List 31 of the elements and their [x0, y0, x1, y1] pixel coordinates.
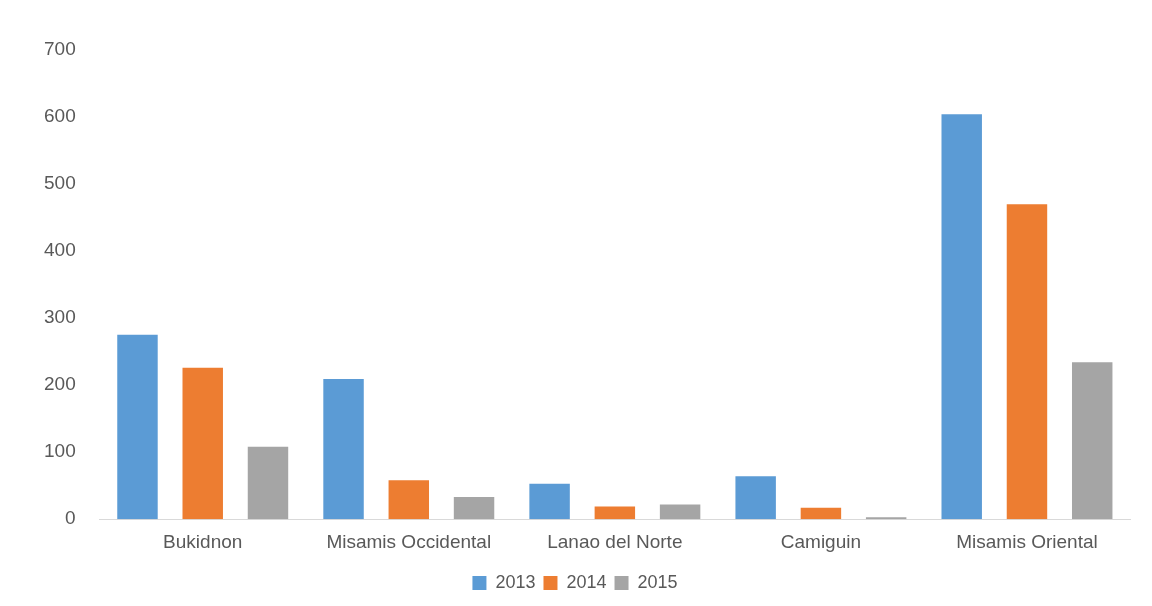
bar [659, 504, 701, 520]
y-tick-label: 100 [44, 440, 76, 462]
bar [529, 483, 570, 520]
bar [800, 507, 842, 520]
y-tick-label: 600 [44, 105, 76, 127]
bar [1071, 362, 1113, 520]
y-tick-label: 0 [65, 507, 76, 529]
x-tick-label: Lanao del Norte [547, 530, 683, 552]
y-tick-label: 300 [44, 306, 76, 328]
bar [453, 497, 495, 520]
x-tick-label: Misamis Oriental [956, 530, 1098, 552]
y-tick-label: 700 [44, 38, 76, 60]
bar [865, 517, 907, 520]
legend-label: 2015 [637, 571, 678, 592]
x-tick-label: Bukidnon [163, 530, 243, 552]
bar [323, 379, 364, 520]
bar [594, 506, 636, 520]
bar [735, 476, 776, 520]
y-tick-label: 400 [44, 239, 76, 261]
bar [1006, 204, 1048, 520]
legend-label: 2014 [566, 571, 607, 592]
bar [388, 480, 430, 520]
bar [247, 446, 289, 520]
x-tick-label: Camiguin [780, 530, 862, 552]
legend-label: 2013 [495, 571, 536, 592]
y-tick-label: 500 [44, 172, 76, 194]
bar [117, 334, 158, 520]
y-tick-label: 200 [44, 373, 76, 395]
x-tick-label: Misamis Occidental [326, 530, 492, 552]
bar [941, 114, 982, 520]
bar [182, 367, 223, 520]
